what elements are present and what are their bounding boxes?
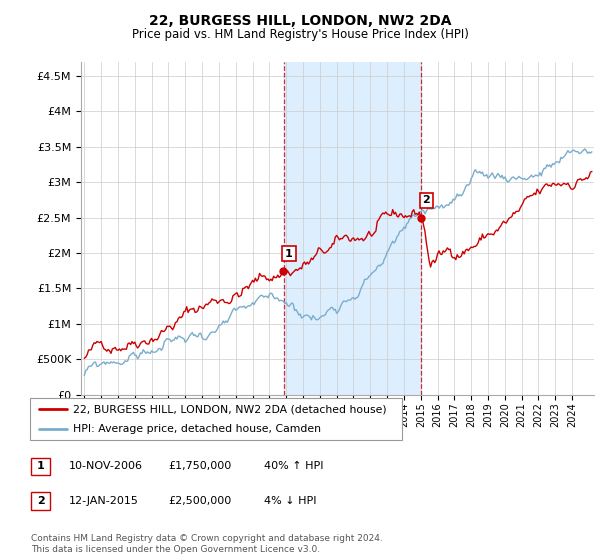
Text: 12-JAN-2015: 12-JAN-2015: [69, 496, 139, 506]
Text: 22, BURGESS HILL, LONDON, NW2 2DA (detached house): 22, BURGESS HILL, LONDON, NW2 2DA (detac…: [73, 404, 386, 414]
Text: 2: 2: [422, 195, 430, 206]
Text: 2: 2: [37, 496, 44, 506]
Text: 22, BURGESS HILL, LONDON, NW2 2DA: 22, BURGESS HILL, LONDON, NW2 2DA: [149, 14, 451, 28]
Text: 1: 1: [285, 249, 293, 259]
Bar: [284, 62, 421, 395]
Text: Price paid vs. HM Land Registry's House Price Index (HPI): Price paid vs. HM Land Registry's House …: [131, 28, 469, 41]
Text: 10-NOV-2006: 10-NOV-2006: [69, 461, 143, 472]
Text: 4% ↓ HPI: 4% ↓ HPI: [264, 496, 317, 506]
Text: 1: 1: [37, 461, 44, 472]
FancyBboxPatch shape: [30, 398, 402, 440]
Text: £2,500,000: £2,500,000: [168, 496, 231, 506]
Text: £1,750,000: £1,750,000: [168, 461, 231, 472]
Text: 40% ↑ HPI: 40% ↑ HPI: [264, 461, 323, 472]
Text: Contains HM Land Registry data © Crown copyright and database right 2024.
This d: Contains HM Land Registry data © Crown c…: [31, 534, 383, 554]
Text: HPI: Average price, detached house, Camden: HPI: Average price, detached house, Camd…: [73, 424, 321, 434]
